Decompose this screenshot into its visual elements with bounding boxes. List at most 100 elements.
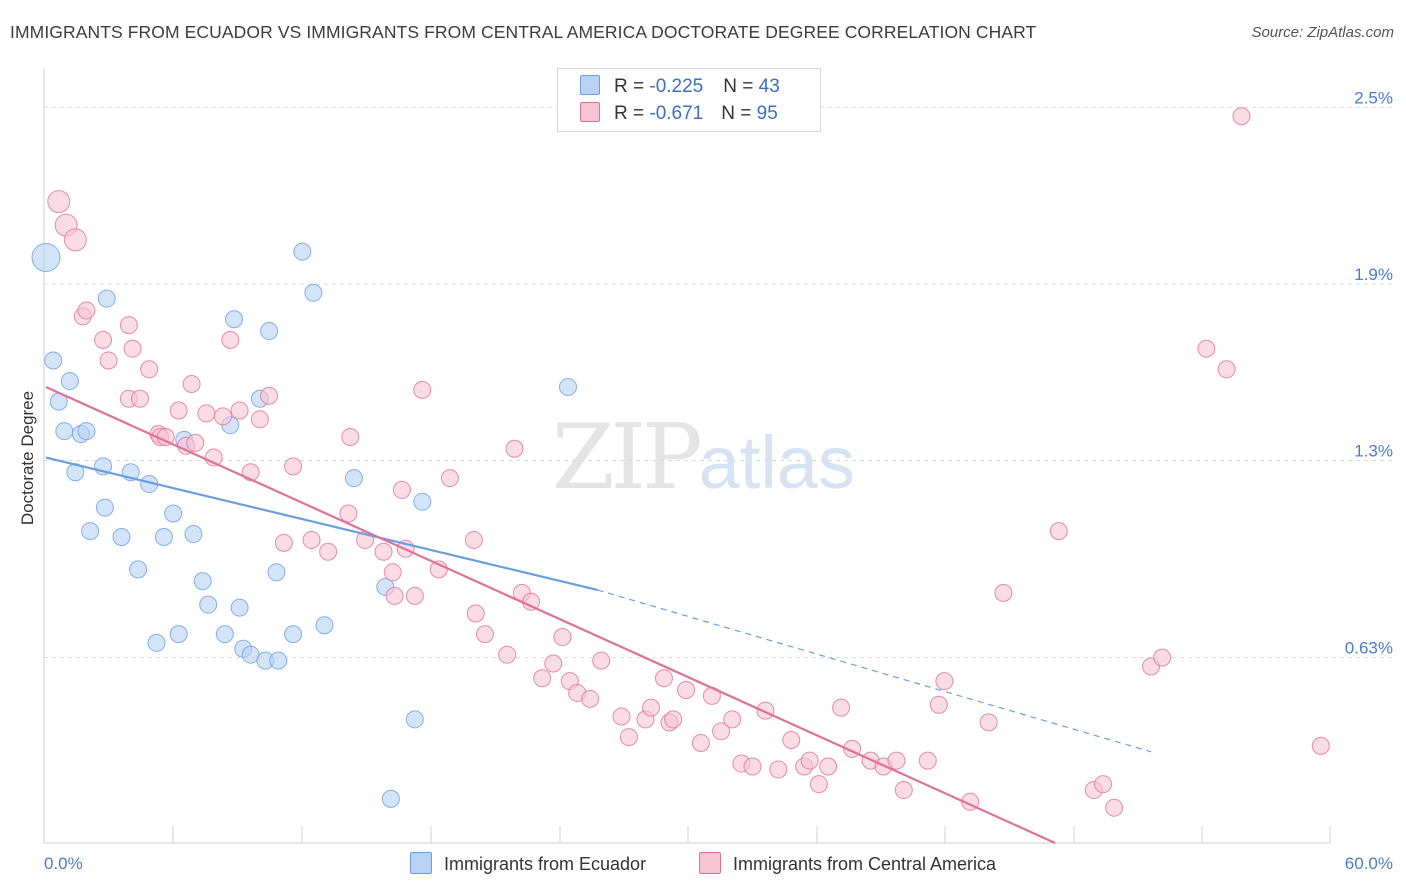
central-america-point xyxy=(319,542,338,561)
ecuador-point xyxy=(193,572,212,591)
chart-title: IMMIGRANTS FROM ECUADOR VS IMMIGRANTS FR… xyxy=(10,22,1037,42)
y-tick-label: 2.5% xyxy=(1354,88,1393,107)
central-america-point xyxy=(123,339,142,358)
legend-row-ecuador: R = -0.225 N = 43 xyxy=(580,75,780,101)
x-tick-label: 0.0% xyxy=(44,854,83,873)
central-america-point xyxy=(723,710,742,729)
trend-lines xyxy=(45,385,1152,845)
central-america-point xyxy=(405,586,424,605)
ecuador-point xyxy=(260,322,279,341)
ecuador-point xyxy=(381,789,400,808)
ecuador-trend-extension xyxy=(597,589,1152,753)
central-america-point xyxy=(77,301,96,320)
central-america-point xyxy=(140,360,159,379)
x-tick-label: 60.0% xyxy=(1345,854,1393,873)
correlation-legend: R = -0.225 N = 43 R = -0.671 N = 95 xyxy=(557,68,821,132)
ecuador-point xyxy=(199,595,218,614)
central-america-point xyxy=(505,439,524,458)
central-america-point xyxy=(186,433,205,452)
central-america-point xyxy=(819,757,838,776)
central-america-point xyxy=(341,427,360,446)
ecuador-point xyxy=(558,377,577,396)
ecuador-point xyxy=(315,616,334,635)
ecuador-swatch xyxy=(580,75,600,95)
central-america-point xyxy=(1049,522,1068,541)
central-america-point xyxy=(374,542,393,561)
y-tick-label: 0.63% xyxy=(1345,639,1393,658)
central-america-point xyxy=(284,457,303,476)
ecuador-point xyxy=(230,598,249,617)
central-america-point xyxy=(654,669,673,688)
central-america-point xyxy=(250,410,269,429)
y-tick-label: 1.9% xyxy=(1354,265,1393,284)
bottom-legend-central-america: Immigrants from Central America xyxy=(699,852,996,875)
ecuador-point xyxy=(31,242,61,272)
central-america-point xyxy=(612,707,631,726)
central-america-point xyxy=(800,751,819,770)
central-america-point xyxy=(99,351,118,370)
central-america-point xyxy=(1153,648,1172,667)
bottom-legend-ecuador: Immigrants from Ecuador xyxy=(410,852,646,875)
central-america-point xyxy=(1105,798,1124,817)
ecuador-point xyxy=(55,422,74,441)
central-america-point xyxy=(119,316,138,335)
ecuador-point xyxy=(405,710,424,729)
central-america-point xyxy=(383,563,402,582)
central-america-trend-line xyxy=(45,385,1056,845)
central-america-point xyxy=(339,504,358,523)
central-america-point xyxy=(1094,775,1113,794)
central-america-point xyxy=(94,330,113,349)
data-points xyxy=(31,107,1330,817)
ecuador-trend-line xyxy=(45,456,598,592)
ecuador-point xyxy=(147,633,166,652)
watermark-atlas: atlas xyxy=(698,421,855,504)
central-america-point xyxy=(929,695,948,714)
central-america-point xyxy=(544,654,563,673)
ecuador-point xyxy=(169,625,188,644)
central-america-point xyxy=(832,698,851,717)
ecuador-point xyxy=(44,351,63,370)
ecuador-point xyxy=(60,372,79,391)
central-america-point xyxy=(302,530,321,549)
central-america-swatch xyxy=(580,102,600,122)
central-america-point xyxy=(994,583,1013,602)
central-america-point xyxy=(664,710,683,729)
central-america-point xyxy=(712,722,731,741)
central-america-point xyxy=(385,586,404,605)
n-label: N = xyxy=(723,76,759,97)
axis-labels: 0.63% 1.3% 1.9% 2.5% 0.0% 60.0% Doctorate Degr… xyxy=(18,88,1393,873)
ecuador-point xyxy=(344,469,363,488)
ecuador-point xyxy=(95,498,114,517)
central-america-point xyxy=(533,669,552,688)
ecuador-point xyxy=(112,528,131,546)
central-america-point xyxy=(440,469,459,488)
source-label: Source: ZipAtlas.com xyxy=(1251,24,1394,41)
ecuador-point xyxy=(184,525,203,544)
ecuador-point xyxy=(154,528,173,546)
ecuador-point xyxy=(215,625,234,644)
n-value: 95 xyxy=(756,103,778,124)
central-america-point xyxy=(182,375,201,393)
y-axis-label: Doctorate Degree xyxy=(18,391,37,525)
central-america-point xyxy=(63,228,87,252)
central-america-point xyxy=(581,689,600,708)
central-america-point xyxy=(979,713,998,732)
ecuador-point xyxy=(129,560,148,579)
ecuador-point xyxy=(77,422,96,441)
central-america-point xyxy=(642,698,661,717)
central-america-point xyxy=(809,775,828,794)
legend-label: Immigrants from Ecuador xyxy=(444,854,647,874)
central-america-point xyxy=(413,380,432,399)
legend-row-central-america: R = -0.671 N = 95 xyxy=(580,102,778,128)
central-america-point xyxy=(1232,107,1251,126)
ecuador-point xyxy=(293,242,312,261)
central-america-point xyxy=(230,401,249,420)
ecuador-point xyxy=(164,504,183,523)
central-america-point xyxy=(619,728,638,747)
central-america-point xyxy=(894,781,913,800)
grid-lines xyxy=(44,106,1395,659)
central-america-point xyxy=(677,681,696,699)
ecuador-point xyxy=(267,563,286,582)
r-value: -0.225 xyxy=(649,76,704,97)
